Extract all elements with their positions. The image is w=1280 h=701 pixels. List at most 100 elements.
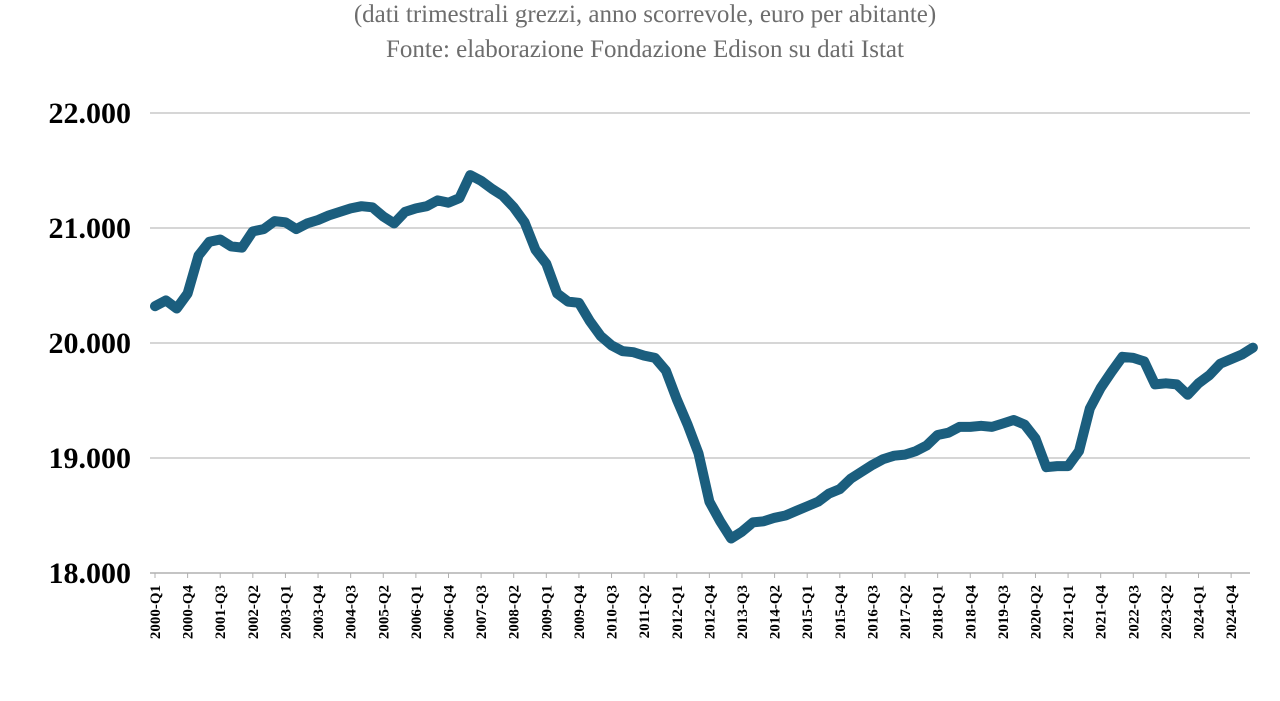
- x-tick-label: 2004-Q3: [344, 585, 360, 639]
- data-point: [1175, 383, 1178, 386]
- x-tick-label: 2015-Q1: [800, 585, 816, 639]
- data-point: [1197, 382, 1200, 385]
- y-tick-label: 22.000: [49, 97, 132, 130]
- gridlines: [150, 112, 1250, 459]
- x-tick-label: 2020-Q2: [1028, 585, 1044, 639]
- data-point: [273, 220, 276, 223]
- y-axis-ticks: 18.000 19.000 20.000 21.000 22.000: [49, 97, 132, 590]
- data-point: [414, 207, 417, 210]
- y-tick-label: 21.000: [49, 212, 132, 245]
- x-tick-label: 2023-Q2: [1159, 585, 1175, 639]
- data-point: [925, 444, 928, 447]
- data-point: [175, 307, 178, 310]
- data-point: [827, 492, 830, 495]
- data-point: [969, 425, 972, 428]
- data-point: [882, 458, 885, 461]
- data-point: [610, 344, 613, 347]
- data-point: [675, 398, 678, 401]
- data-point: [849, 477, 852, 480]
- data-point: [1034, 437, 1037, 440]
- data-point: [773, 516, 776, 519]
- x-tick-label: 2015-Q4: [833, 585, 849, 640]
- data-point: [1001, 422, 1004, 425]
- data-point: [306, 222, 309, 225]
- data-point: [893, 454, 896, 457]
- x-tick-label: 2006-Q4: [441, 585, 457, 640]
- x-tick-label: 2024-Q4: [1224, 585, 1240, 640]
- data-point: [860, 470, 863, 473]
- data-point: [1045, 466, 1048, 469]
- x-tick-label: 2003-Q1: [278, 585, 294, 639]
- data-point: [1056, 465, 1059, 468]
- data-point: [338, 210, 341, 213]
- chart-source: Fonte: elaborazione Fondazione Edison su…: [386, 36, 904, 63]
- data-point: [458, 197, 461, 200]
- data-point: [469, 174, 472, 177]
- data-point: [1078, 450, 1080, 453]
- data-point: [1241, 353, 1243, 356]
- data-point: [1088, 407, 1091, 410]
- data-point: [436, 199, 439, 202]
- data-point: [871, 463, 874, 466]
- data-point: [664, 369, 667, 372]
- data-point: [947, 431, 950, 434]
- x-tick-label: 2003-Q4: [311, 585, 327, 640]
- x-tick-label: 2000-Q1: [148, 585, 164, 639]
- data-point: [1208, 374, 1211, 377]
- y-tick-label: 18.000: [49, 557, 132, 590]
- data-point: [208, 240, 211, 243]
- data-point: [1186, 393, 1189, 396]
- data-point: [501, 194, 504, 197]
- data-point: [545, 262, 548, 265]
- data-point: [317, 219, 320, 221]
- data-point: [708, 500, 711, 503]
- data-point: [914, 450, 917, 453]
- data-point: [251, 230, 254, 233]
- data-point: [219, 238, 222, 241]
- data-point: [534, 248, 537, 251]
- data-point: [686, 423, 689, 426]
- data-point: [1099, 386, 1102, 389]
- data-point: [795, 509, 798, 512]
- series-layer: [150, 170, 1258, 544]
- data-point: [1230, 358, 1233, 361]
- data-point: [806, 505, 809, 508]
- data-point: [762, 520, 765, 523]
- x-tick-label: 2002-Q2: [246, 585, 262, 639]
- data-point: [751, 521, 754, 524]
- x-tick-label: 2018-Q4: [963, 585, 979, 640]
- data-point: [512, 206, 515, 209]
- x-tick-label: 2010-Q3: [605, 585, 621, 639]
- data-point: [1067, 465, 1070, 468]
- data-point: [425, 205, 428, 208]
- x-tick-label: 2024-Q1: [1192, 585, 1208, 639]
- data-point: [327, 214, 330, 217]
- data-point: [784, 514, 787, 517]
- data-point: [154, 305, 156, 308]
- data-point: [523, 221, 526, 224]
- data-point: [621, 350, 624, 353]
- data-point: [838, 488, 841, 491]
- data-point: [491, 187, 493, 190]
- data-point: [360, 205, 363, 208]
- x-tick-label: 2021-Q4: [1094, 585, 1110, 640]
- data-point: [1154, 383, 1156, 386]
- x-tick-label: 2001-Q3: [213, 585, 229, 639]
- data-point: [480, 179, 483, 182]
- x-tick-label: 2016-Q3: [865, 585, 881, 639]
- x-tick-label: 2005-Q2: [376, 585, 392, 639]
- x-tick-label: 2012-Q1: [670, 585, 686, 639]
- x-tick-label: 2021-Q1: [1061, 585, 1077, 639]
- data-point: [186, 292, 189, 295]
- data-point: [1219, 362, 1222, 365]
- y-tick-label: 19.000: [49, 442, 132, 475]
- data-point: [349, 207, 352, 210]
- x-tick-label: 2000-Q4: [181, 585, 197, 640]
- y-tick-label: 20.000: [49, 327, 132, 360]
- x-tick-label: 2011-Q2: [637, 585, 653, 638]
- x-tick-label: 2009-Q1: [539, 585, 555, 639]
- data-point: [730, 537, 733, 540]
- x-tick-label: 2019-Q3: [996, 585, 1012, 639]
- data-point: [197, 254, 200, 257]
- data-point: [556, 292, 559, 295]
